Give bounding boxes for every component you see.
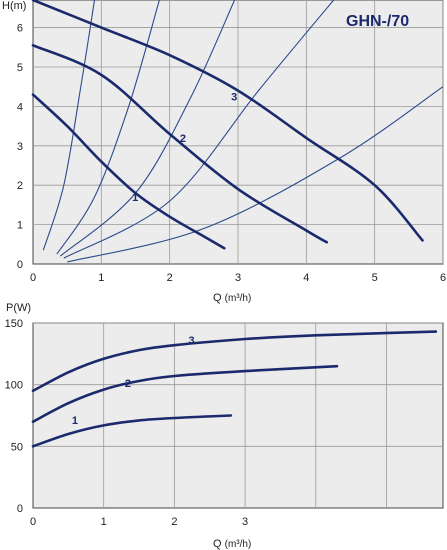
y-tick-label: 0 (17, 503, 23, 515)
x-tick-label: 0 (30, 272, 36, 284)
head-chart-x-axis-unit: (m³/h) (225, 293, 252, 304)
curve-3-label: 3 (231, 91, 237, 103)
head-chart-title: GHN-/70 (346, 13, 409, 30)
power-chart-x-axis-label: Q (m³/h) (213, 538, 251, 550)
system-curve (59, 0, 236, 257)
x-tick-label: 3 (235, 272, 241, 284)
curve-2 (31, 364, 339, 423)
y-tick-label: 4 (17, 101, 23, 113)
system-curve (56, 0, 160, 255)
y-tick-label: 2 (17, 180, 23, 192)
power-chart-x-axis-unit: (m³/h) (225, 539, 252, 550)
head-chart: 1 2 3 0 1 2 3 4 5 6 0 1 2 3 4 5 6 H(m) GHN-/70 Q (m³/h) (2, 0, 446, 304)
x-tick-label: 1 (98, 272, 104, 284)
x-tick-label: 4 (303, 272, 309, 284)
head-chart-x-axis-label: Q (m³/h) (213, 292, 251, 304)
head-chart-x-axis-q: Q (213, 292, 222, 304)
x-tick-label: 0 (30, 516, 36, 528)
power-chart: 1 2 3 0 1 2 3 0 50 100 150 P(W) Q (m³/h) (5, 302, 444, 550)
y-tick-label: 0 (17, 259, 23, 271)
system-curve (63, 0, 335, 259)
y-tick-label: 100 (5, 380, 23, 392)
power-chart-grid (33, 322, 443, 508)
power-chart-plot-area (32, 322, 444, 509)
curve-3-label: 3 (189, 335, 195, 347)
y-tick-label: 6 (17, 23, 23, 35)
x-tick-label: 5 (372, 272, 378, 284)
curve-3 (31, 0, 424, 242)
head-chart-pump-curves: 1 2 3 (31, 0, 424, 250)
y-tick-label: 5 (17, 62, 23, 74)
power-chart-power-curves: 1 2 3 (31, 330, 438, 448)
curve-2 (31, 44, 329, 244)
curve-3 (31, 330, 438, 393)
curve-2-label: 2 (180, 133, 186, 145)
power-chart-y-axis-label: P(W) (6, 302, 31, 314)
y-tick-label: 150 (5, 318, 23, 330)
power-chart-tick-labels: 0 1 2 3 0 50 100 150 (5, 318, 248, 528)
x-tick-label: 1 (101, 516, 107, 528)
y-tick-label: 50 (11, 441, 23, 453)
curve-2-label: 2 (125, 378, 131, 390)
system-curve (67, 86, 444, 263)
x-tick-label: 6 (440, 272, 446, 284)
curve-1 (31, 93, 226, 250)
x-tick-label: 2 (171, 516, 177, 528)
power-chart-x-axis-q: Q (213, 538, 222, 550)
curve-1 (31, 414, 233, 448)
curve-1-label: 1 (132, 192, 138, 204)
y-tick-label: 1 (17, 220, 23, 232)
head-chart-y-axis-label: H(m) (2, 0, 26, 12)
y-tick-label: 3 (17, 141, 23, 153)
head-chart-tick-labels: 0 1 2 3 4 5 6 0 1 2 3 4 5 6 (17, 23, 446, 284)
x-tick-label: 3 (242, 516, 248, 528)
x-tick-label: 2 (167, 272, 173, 284)
curve-1-label: 1 (72, 415, 78, 427)
